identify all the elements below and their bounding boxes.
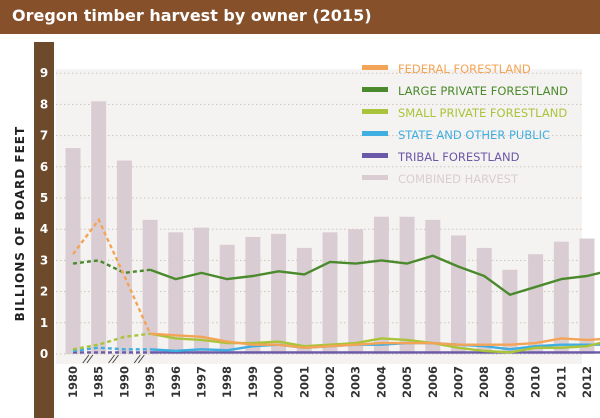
bar-combined-harvest [271, 233, 287, 354]
axis-break-mark [82, 354, 90, 364]
x-tick-label: 2009 [503, 366, 517, 398]
x-tick-label: 2005 [400, 366, 414, 398]
bar-combined-harvest [194, 227, 209, 354]
bar-combined-harvest [65, 148, 81, 354]
y-tick-label: 2 [40, 285, 48, 299]
bar-combined-harvest [245, 237, 261, 354]
y-tick-label: 6 [40, 160, 48, 174]
legend: FEDERAL FORESTLAND LARGE PRIVATE FORESTLA… [362, 62, 568, 186]
x-tick-label: 1997 [195, 366, 209, 398]
bar-combined-harvest [168, 232, 184, 354]
x-tick-label: 2004 [374, 366, 388, 398]
legend-label-tribal-forestland: TRIBAL FORESTLAND [397, 150, 520, 164]
y-tick-label: 3 [40, 253, 48, 267]
legend-label-large-private-forestland: LARGE PRIVATE FORESTLAND [398, 84, 568, 98]
bar-combined-harvest [142, 219, 158, 354]
x-tick-label: 1998 [220, 366, 234, 398]
bar-combined-harvest [373, 216, 389, 354]
x-tick-label: 2007 [452, 366, 466, 398]
line-federal-forestland [150, 332, 600, 349]
y-axis-title: BILLIONS OF BOARD FEET [13, 126, 27, 321]
legend-swatch-combined-harvest [362, 175, 388, 180]
title-bar: Oregon timber harvest by owner (2015) [0, 0, 600, 34]
bar-combined-harvest [91, 101, 107, 354]
line-large-private-forestland [149, 254, 600, 296]
legend-swatch-federal-forestland [362, 65, 388, 70]
x-tick-label: 2000 [272, 366, 286, 398]
y-tick-label: 5 [40, 191, 48, 205]
x-tick-label: 1995 [143, 366, 157, 398]
x-tick-label: 2012 [580, 366, 594, 398]
x-tick-label: 1996 [169, 366, 183, 398]
legend-swatch-large-private-forestland [362, 87, 388, 92]
legend-label-combined-harvest: COMBINED HARVEST [398, 172, 519, 186]
x-tick-label: 1999 [246, 366, 260, 398]
axis-break-mark [112, 354, 119, 364]
legend-label-federal-forestland: FEDERAL FORESTLAND [398, 62, 531, 76]
y-tick-label: 9 [40, 66, 48, 80]
bar-combined-harvest [528, 254, 544, 354]
x-tick-label: 2003 [349, 366, 363, 398]
legend-swatch-small-private-forestland [362, 109, 388, 114]
bar-combined-harvest [579, 238, 595, 354]
x-tick-label: 2010 [529, 366, 543, 398]
bar-combined-harvest [425, 219, 441, 354]
y-tick-label: 0 [40, 347, 48, 361]
bar-combined-harvest [116, 160, 132, 354]
bar-combined-harvest [219, 244, 235, 354]
x-axis-ticks: 1980 1985 1990 1995 1996 1997 1998 1999 2000 2001… [66, 366, 594, 398]
x-tick-label: 1990 [117, 366, 131, 398]
axis-break-mark [137, 354, 145, 364]
y-axis-title-group: BILLIONS OF BOARD FEET [13, 126, 27, 321]
y-axis-bar: 0 1 2 3 4 5 6 7 8 9 [34, 42, 54, 418]
legend-swatch-tribal-forestland [362, 153, 388, 158]
bar-combined-harvest [296, 247, 312, 354]
bar-combined-harvest [399, 216, 415, 354]
y-tick-label: 7 [40, 129, 48, 143]
bar-combined-harvest [322, 232, 338, 354]
chart-title: Oregon timber harvest by owner (2015) [12, 6, 372, 25]
x-tick-label: 2001 [297, 366, 311, 398]
x-tick-label: 1985 [92, 366, 106, 398]
bar-combined-harvest [553, 241, 569, 354]
x-tick-label: 2011 [554, 366, 568, 398]
bar-combined-harvest [451, 235, 466, 354]
bar-combined-harvest [348, 229, 364, 354]
line-state-and-other-public-dashed [72, 346, 151, 353]
bar-combined-harvest [502, 269, 518, 354]
legend-swatch-state-and-other-public [362, 131, 388, 136]
y-axis-band [34, 42, 54, 418]
line-small-private-forestland-dashed [72, 332, 151, 351]
x-tick-label: 2008 [477, 366, 491, 398]
y-tick-label: 4 [40, 222, 48, 236]
legend-label-small-private-forestland: SMALL PRIVATE FORESTLAND [398, 106, 567, 120]
axis-break-mark [133, 354, 141, 364]
legend-label-state-and-other-public: STATE AND OTHER PUBLIC [398, 128, 550, 142]
axis-break-mark [108, 354, 115, 364]
bar-combined-harvest [476, 247, 492, 354]
line-federal-forestland-dashed [72, 217, 152, 335]
lines [72, 217, 600, 364]
y-tick-label: 1 [40, 316, 48, 330]
x-tick-label: 2002 [323, 366, 337, 398]
y-tick-label: 8 [40, 97, 48, 111]
bars [65, 101, 595, 354]
axis-break-mark [86, 354, 94, 364]
x-tick-label: 2006 [426, 366, 440, 398]
x-tick-label: 1980 [66, 366, 80, 398]
